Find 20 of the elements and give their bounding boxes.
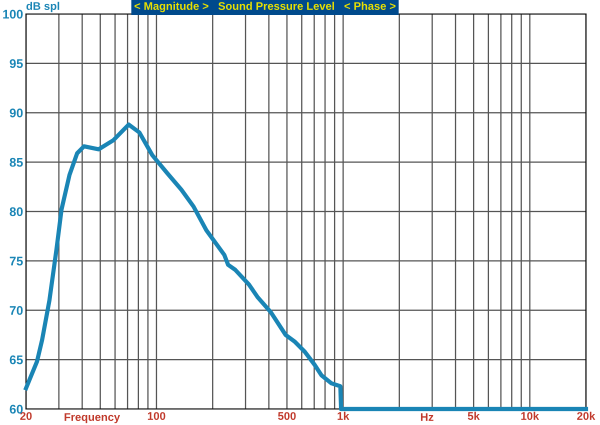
y-tick-label: 70: [10, 306, 23, 315]
x-tick-label: 5k: [468, 412, 480, 420]
y-tick-label: 65: [10, 355, 23, 364]
x-tick-label: 1k: [338, 412, 350, 420]
y-tick-label: 95: [10, 59, 23, 68]
text: Hz: [420, 413, 434, 421]
y-tick-label: 100: [3, 10, 23, 19]
y-tick-label: 80: [10, 207, 23, 216]
x-tick-label: 100: [148, 412, 166, 420]
y-tick-label: 75: [10, 256, 23, 266]
y-tick-label: 85: [10, 158, 23, 167]
y-tick-label: 90: [10, 108, 23, 118]
x-tick-label: 500: [278, 412, 296, 420]
y-axis-title: dB spl: [26, 2, 60, 12]
x-axis-title: Frequency: [64, 413, 120, 424]
x-tick-label: 20k: [577, 412, 596, 420]
x-tick-label: 20: [20, 412, 32, 420]
chart-title: < Magnitude > Sound Pressure Level < Phase >: [134, 2, 396, 12]
y-tick-label: 60: [10, 404, 23, 414]
x-tick-label: 10k: [521, 412, 540, 420]
